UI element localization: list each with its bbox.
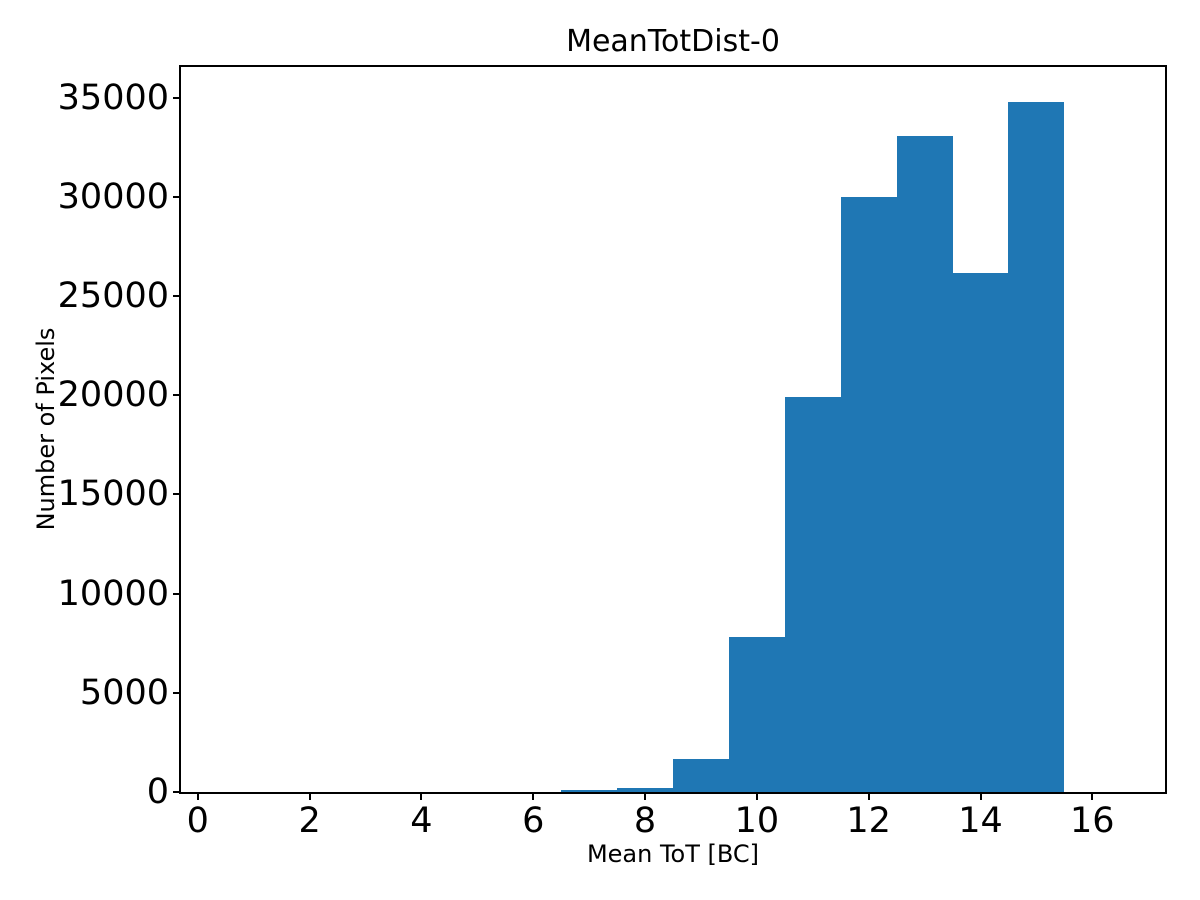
x-axis-label: Mean ToT [BC] [586, 840, 760, 868]
histogram-bar [784, 397, 841, 792]
y-tick-mark [173, 295, 181, 298]
x-tick-label: 16 [1070, 801, 1115, 841]
y-tick-mark [173, 791, 181, 793]
y-tick-label: 10000 [57, 573, 169, 614]
y-tick-label: 20000 [57, 375, 169, 416]
x-tick-label: 2 [298, 801, 321, 841]
x-tick-label: 6 [522, 801, 545, 841]
y-tick-mark [173, 592, 181, 595]
y-tick-label: 35000 [57, 77, 169, 118]
y-tick-mark [173, 195, 181, 198]
y-tick-mark [173, 691, 181, 694]
x-tick-label: 0 [186, 801, 209, 841]
x-tick-mark [196, 792, 199, 800]
y-tick-label: 15000 [57, 474, 169, 515]
y-tick-label: 30000 [57, 176, 169, 217]
x-tick-mark [644, 792, 647, 800]
x-tick-label: 4 [410, 801, 433, 841]
x-tick-mark [979, 792, 982, 800]
x-tick-label: 10 [734, 801, 780, 841]
x-tick-label: 8 [633, 801, 657, 841]
histogram-bar [952, 273, 1009, 792]
chart-title: MeanTotDist-0 [566, 24, 780, 59]
y-tick-label: 0 [146, 772, 169, 812]
histogram-bar [673, 759, 729, 792]
x-tick-label: 14 [958, 801, 1003, 841]
y-tick-label: 5000 [79, 672, 169, 713]
y-tick-mark [173, 394, 181, 397]
y-tick-mark [173, 96, 181, 99]
x-tick-mark [1091, 792, 1094, 800]
x-tick-mark [867, 792, 870, 800]
histogram-bar [561, 790, 618, 792]
histogram-bar [840, 196, 897, 792]
y-tick-label: 25000 [57, 276, 169, 317]
x-tick-mark [532, 792, 535, 800]
histogram-bar [896, 136, 953, 792]
plot-area [181, 67, 1165, 792]
x-tick-label: 12 [846, 801, 891, 841]
x-tick-mark [420, 792, 423, 800]
histogram-bar [728, 637, 785, 792]
x-tick-mark [755, 792, 758, 800]
y-tick-mark [173, 493, 181, 496]
histogram-bar [1008, 101, 1065, 792]
x-tick-mark [308, 792, 311, 800]
histogram-bar [617, 788, 673, 792]
